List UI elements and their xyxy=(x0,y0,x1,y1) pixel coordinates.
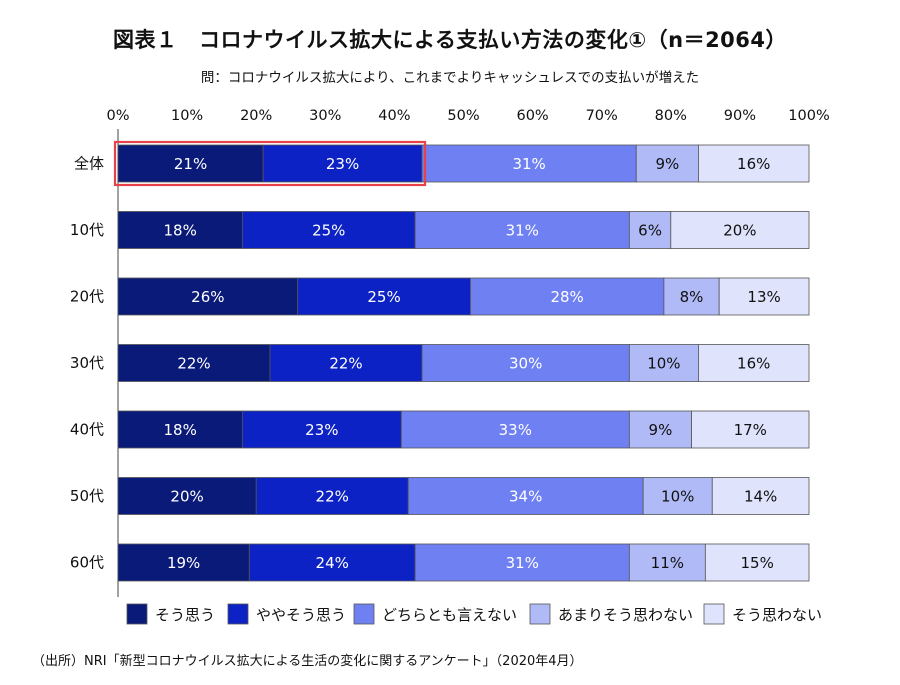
bar-segment xyxy=(642,477,713,515)
data-label: 33% xyxy=(499,421,532,439)
legend-label: どちらとも言えない xyxy=(382,606,517,624)
legend-label: あまりそう思わない xyxy=(558,606,693,624)
data-label: 15% xyxy=(741,554,774,572)
legend-label: そう思わない xyxy=(732,606,822,624)
data-label: 11% xyxy=(651,554,684,572)
legend-swatch xyxy=(529,603,551,625)
category-label: 60代 xyxy=(70,554,104,572)
data-label: 14% xyxy=(744,488,777,506)
x-tick-label: 0% xyxy=(106,108,129,124)
bar-segment xyxy=(117,344,271,382)
data-label: 16% xyxy=(737,155,770,173)
data-label: 31% xyxy=(506,554,539,572)
bar-segment xyxy=(414,211,630,249)
data-label: 23% xyxy=(305,421,338,439)
bar-segment xyxy=(117,477,257,515)
legend-label: そう思う xyxy=(155,606,215,624)
category-label: 20代 xyxy=(70,288,104,306)
x-tick-label: 20% xyxy=(240,108,272,124)
bar-segment xyxy=(421,144,637,183)
x-tick-label: 100% xyxy=(788,108,829,124)
bar-segment xyxy=(470,277,665,316)
data-label: 20% xyxy=(723,222,756,240)
data-label: 18% xyxy=(164,222,197,240)
data-label: 25% xyxy=(367,288,400,306)
x-tick-label: 10% xyxy=(171,108,203,124)
data-label: 22% xyxy=(177,355,210,373)
data-label: 22% xyxy=(329,355,362,373)
legend-swatch xyxy=(126,603,148,625)
bar-segment xyxy=(628,543,706,582)
bar-segment xyxy=(241,211,416,249)
data-label: 23% xyxy=(326,155,359,173)
data-label: 24% xyxy=(316,554,349,572)
bar-segment xyxy=(711,477,810,515)
bar-segment xyxy=(718,277,810,316)
data-label: 31% xyxy=(512,155,545,173)
data-label: 21% xyxy=(174,155,207,173)
category-label: 10代 xyxy=(70,221,104,239)
data-label: 20% xyxy=(170,488,203,506)
bar-segment xyxy=(628,410,692,449)
bar-segment xyxy=(421,344,630,382)
bar-segment xyxy=(117,277,299,316)
bar-segment xyxy=(670,211,810,249)
legend-swatch xyxy=(227,603,249,625)
data-label: 9% xyxy=(649,421,673,439)
data-label: 17% xyxy=(734,421,767,439)
bar-segment xyxy=(704,543,810,582)
data-label: 34% xyxy=(509,488,542,506)
bar-segment xyxy=(628,211,672,249)
source-note: （出所）NRI「新型コロナウイルス拡大による生活の変化に関するアンケート」（20… xyxy=(32,654,583,669)
x-tick-label: 40% xyxy=(378,108,410,124)
legend-swatch xyxy=(703,603,725,625)
bar-segment xyxy=(117,211,243,249)
bar-segment xyxy=(407,477,644,515)
bar-segment xyxy=(691,410,810,449)
bar-segment xyxy=(635,144,699,183)
bar-segment xyxy=(117,543,250,582)
chart-title: 図表１ コロナウイルス拡大による支払い方法の変化①（n＝2064） xyxy=(112,28,788,52)
x-tick-label: 50% xyxy=(447,108,479,124)
data-label: 13% xyxy=(747,288,780,306)
bar-segment xyxy=(117,410,243,449)
bar-segment xyxy=(663,277,720,316)
category-label: 全体 xyxy=(74,155,104,173)
data-label: 19% xyxy=(167,554,200,572)
category-label: 30代 xyxy=(70,354,104,372)
data-label: 10% xyxy=(647,355,680,373)
data-label: 8% xyxy=(680,288,704,306)
bar-segment xyxy=(241,410,402,449)
data-label: 10% xyxy=(661,488,694,506)
bar-segment xyxy=(698,344,810,382)
data-label: 26% xyxy=(191,288,224,306)
data-label: 22% xyxy=(316,488,349,506)
category-label: 40代 xyxy=(70,421,104,439)
data-label: 18% xyxy=(164,421,197,439)
data-label: 25% xyxy=(312,222,345,240)
bar-segment xyxy=(297,277,471,316)
data-label: 16% xyxy=(737,355,770,373)
data-label: 9% xyxy=(655,155,679,173)
bar-segment xyxy=(117,144,264,183)
x-tick-label: 80% xyxy=(655,108,687,124)
bar-segment xyxy=(628,344,699,382)
bar-segment xyxy=(269,344,423,382)
legend-swatch xyxy=(353,603,375,625)
x-tick-label: 60% xyxy=(516,108,548,124)
data-label: 31% xyxy=(506,222,539,240)
x-tick-label: 90% xyxy=(724,108,756,124)
x-tick-label: 30% xyxy=(309,108,341,124)
data-label: 6% xyxy=(638,222,662,240)
bar-segment xyxy=(255,477,409,515)
legend-label: ややそう思う xyxy=(256,606,346,624)
category-label: 50代 xyxy=(70,487,104,505)
highlight-box xyxy=(113,140,427,187)
data-label: 28% xyxy=(550,288,583,306)
bar-segment xyxy=(698,144,810,183)
chart-subtitle: 問：コロナウイルス拡大により、これまでよりキャッシュレスでの支払いが増えた xyxy=(200,70,700,86)
x-tick-label: 70% xyxy=(586,108,618,124)
data-label: 30% xyxy=(509,355,542,373)
